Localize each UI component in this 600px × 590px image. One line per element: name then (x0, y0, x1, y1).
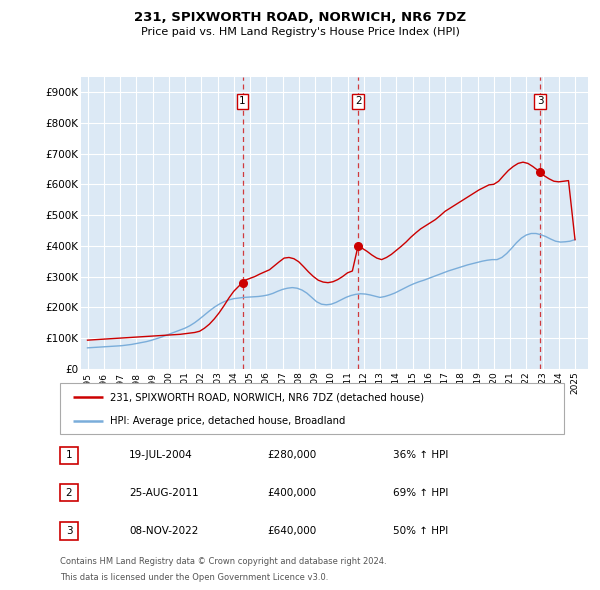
Text: Contains HM Land Registry data © Crown copyright and database right 2024.: Contains HM Land Registry data © Crown c… (60, 557, 386, 566)
Text: 19-JUL-2004: 19-JUL-2004 (129, 451, 193, 460)
Text: £280,000: £280,000 (267, 451, 316, 460)
Text: 50% ↑ HPI: 50% ↑ HPI (393, 526, 448, 536)
Text: 1: 1 (239, 96, 246, 106)
Text: 3: 3 (537, 96, 544, 106)
Text: 69% ↑ HPI: 69% ↑ HPI (393, 488, 448, 497)
Text: HPI: Average price, detached house, Broadland: HPI: Average price, detached house, Broa… (110, 416, 346, 426)
Text: £640,000: £640,000 (267, 526, 316, 536)
Text: 08-NOV-2022: 08-NOV-2022 (129, 526, 199, 536)
Text: 3: 3 (65, 526, 73, 536)
Text: 2: 2 (355, 96, 361, 106)
Text: 36% ↑ HPI: 36% ↑ HPI (393, 451, 448, 460)
Text: 2: 2 (65, 488, 73, 497)
Text: Price paid vs. HM Land Registry's House Price Index (HPI): Price paid vs. HM Land Registry's House … (140, 27, 460, 37)
Text: 231, SPIXWORTH ROAD, NORWICH, NR6 7DZ: 231, SPIXWORTH ROAD, NORWICH, NR6 7DZ (134, 11, 466, 24)
Text: £400,000: £400,000 (267, 488, 316, 497)
Text: 231, SPIXWORTH ROAD, NORWICH, NR6 7DZ (detached house): 231, SPIXWORTH ROAD, NORWICH, NR6 7DZ (d… (110, 392, 424, 402)
FancyBboxPatch shape (60, 384, 564, 434)
Text: 1: 1 (65, 451, 73, 460)
Text: 25-AUG-2011: 25-AUG-2011 (129, 488, 199, 497)
Text: This data is licensed under the Open Government Licence v3.0.: This data is licensed under the Open Gov… (60, 572, 328, 582)
